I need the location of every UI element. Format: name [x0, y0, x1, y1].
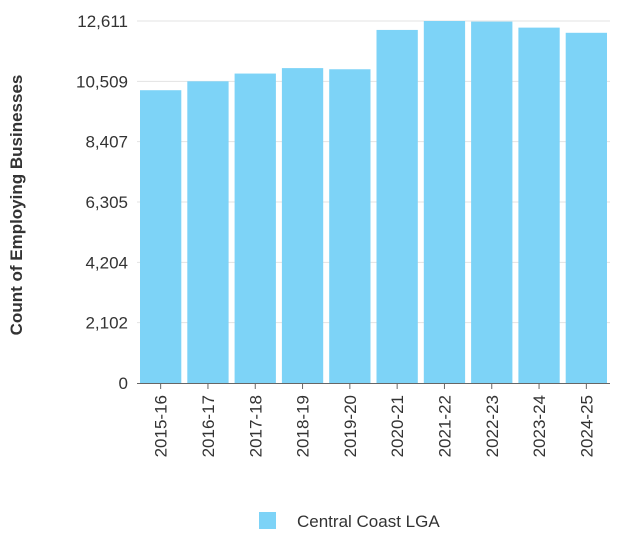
x-tick-label: 2017-18 — [246, 395, 265, 457]
bar-2015-16[interactable] — [140, 90, 182, 383]
x-tick-label: 2021-22 — [435, 395, 454, 457]
bar-2020-21[interactable] — [376, 29, 418, 384]
bar-2018-19[interactable] — [281, 68, 324, 383]
legend[interactable]: Central Coast LGA — [259, 512, 440, 531]
y-tick-label: 0 — [119, 374, 128, 393]
x-tick-label: 2018-19 — [294, 395, 313, 457]
x-tick-label: 2024-25 — [577, 395, 596, 457]
y-axis-title: Count of Employing Businesses — [7, 75, 26, 336]
bar-2017-18[interactable] — [234, 73, 276, 384]
bars — [140, 21, 607, 384]
x-tick-label: 2022-23 — [483, 395, 502, 457]
legend-label: Central Coast LGA — [297, 512, 440, 531]
bar-2023-24[interactable] — [518, 27, 560, 383]
x-tick-label: 2016-17 — [199, 395, 218, 457]
x-tick-label: 2019-20 — [341, 395, 360, 457]
bar-2024-25[interactable] — [565, 32, 607, 384]
x-tick-label: 2023-24 — [530, 395, 549, 457]
x-axis-ticks: 2015-16 2016-17 2017-18 2018-19 2019-20 2020-… — [152, 383, 596, 457]
bar-2019-20[interactable] — [329, 69, 371, 384]
y-tick-label: 6,305 — [85, 193, 128, 212]
x-tick-label: 2015-16 — [152, 395, 171, 457]
y-tick-label: 8,407 — [85, 133, 128, 152]
bar-2022-23[interactable] — [471, 21, 513, 383]
bar-2021-22[interactable] — [423, 21, 466, 383]
y-tick-label: 12,611 — [77, 12, 128, 31]
y-tick-label: 2,102 — [85, 314, 128, 333]
y-axis-ticks: 0 2,102 4,204 6,305 8,407 10,509 12,611 — [76, 12, 128, 393]
bar-2016-17[interactable] — [187, 81, 229, 383]
x-tick-label: 2020-21 — [388, 395, 407, 457]
legend-swatch — [259, 512, 276, 529]
y-tick-label: 10,509 — [76, 72, 128, 91]
y-tick-label: 4,204 — [85, 253, 128, 272]
